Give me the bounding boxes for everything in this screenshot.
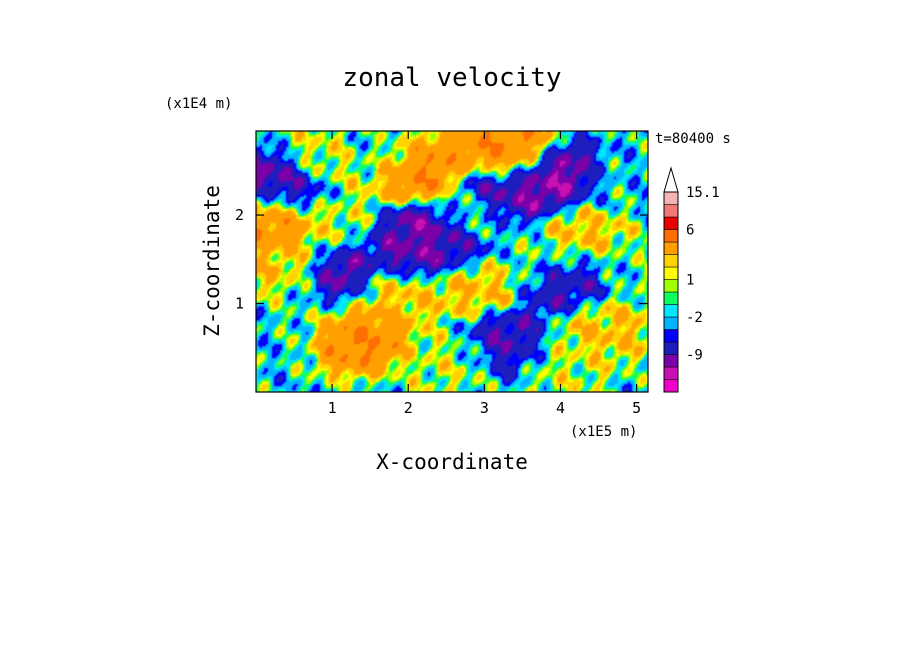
chart-title: zonal velocity: [342, 63, 561, 93]
colorbar-swatch: [663, 279, 679, 293]
time-label: t=80400 s: [655, 131, 731, 147]
colorbar-swatch: [663, 316, 679, 330]
colorbar-swatch: [663, 379, 679, 393]
colorbar-swatch: [663, 229, 679, 243]
y-units-label: (x1E4 m): [165, 96, 232, 112]
colorbar: 15.1 6 1 -2 -9: [663, 166, 720, 393]
x-tick-label: 3: [480, 399, 489, 417]
y-tick-label: 1: [235, 295, 244, 313]
colorbar-swatch: [663, 304, 679, 318]
colorbar-swatch: [663, 241, 679, 255]
colorbar-swatch: [663, 266, 679, 280]
plot-area: [255, 130, 649, 393]
colorbar-swatch: [663, 291, 679, 305]
colorbar-swatch: [663, 254, 679, 268]
y-axis: 12: [235, 206, 648, 313]
x-tick-label: 1: [328, 399, 337, 417]
colorbar-tick-label: -2: [686, 310, 703, 326]
colorbar-tick-label: 1: [686, 273, 694, 289]
colorbar-tick-label: 15.1: [686, 185, 720, 201]
x-axis-label: X-coordinate: [376, 450, 528, 474]
colorbar-swatch: [663, 354, 679, 368]
colorbar-tick-label: 6: [686, 223, 694, 239]
plot-frame: [255, 130, 649, 393]
colorbar-swatch: [663, 191, 679, 205]
x-tick-label: 2: [404, 399, 413, 417]
colorbar-swatch: [663, 204, 679, 218]
colorbar-swatch: [663, 216, 679, 230]
colorbar-swatch: [663, 341, 679, 355]
x-units-label: (x1E5 m): [570, 424, 637, 440]
colorbar-swatch: [663, 329, 679, 343]
velocity-field: [256, 131, 648, 392]
colorbar-swatch: [663, 366, 679, 380]
y-axis-label: Z-coordinate: [200, 185, 224, 337]
x-tick-label: 5: [632, 399, 641, 417]
x-axis: 1 2 3 4 5: [328, 131, 641, 417]
colorbar-frame: [663, 191, 679, 393]
x-tick-label: 4: [556, 399, 565, 417]
colorbar-extend-arrow: [663, 166, 679, 193]
colorbar-tick-label: -9: [686, 348, 703, 364]
y-tick-label: 2: [235, 206, 244, 224]
